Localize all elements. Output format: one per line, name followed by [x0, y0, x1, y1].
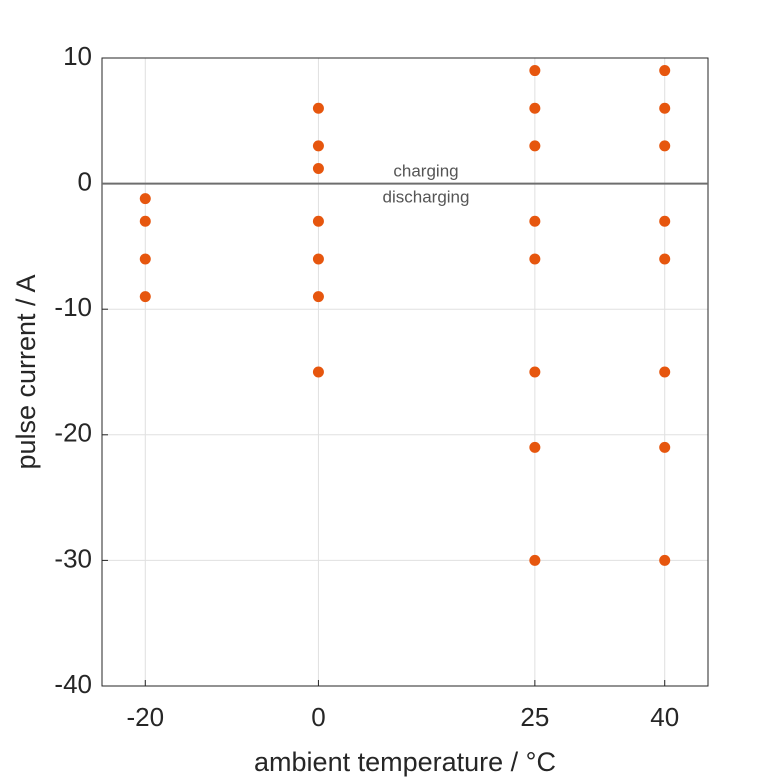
x-axis-label: ambient temperature / °C	[254, 747, 556, 777]
y-tick-label: -30	[54, 543, 92, 573]
point	[659, 102, 671, 114]
point	[659, 366, 671, 378]
point	[312, 140, 324, 152]
point	[139, 193, 151, 205]
annotation: discharging	[383, 187, 470, 206]
point	[659, 441, 671, 453]
point	[529, 215, 541, 227]
point	[139, 215, 151, 227]
point	[312, 253, 324, 265]
point	[529, 140, 541, 152]
x-tick-label: 25	[520, 702, 549, 732]
point	[529, 441, 541, 453]
point	[659, 554, 671, 566]
y-axis-label: pulse current / A	[11, 274, 41, 469]
point	[139, 253, 151, 265]
y-tick-label: 10	[63, 41, 92, 71]
y-tick-label: 0	[78, 166, 92, 196]
point	[312, 163, 324, 175]
plot-frame	[101, 57, 709, 687]
point	[659, 140, 671, 152]
point	[312, 366, 324, 378]
x-tick-label: -20	[126, 702, 164, 732]
point	[659, 65, 671, 77]
x-tick-label: 40	[650, 702, 679, 732]
point	[529, 65, 541, 77]
point	[529, 366, 541, 378]
y-tick-label: -20	[54, 418, 92, 448]
point	[312, 102, 324, 114]
point	[659, 253, 671, 265]
point	[529, 253, 541, 265]
y-tick-label: -10	[54, 292, 92, 322]
point	[529, 554, 541, 566]
point	[659, 215, 671, 227]
point	[312, 291, 324, 303]
y-tick-label: -40	[54, 669, 92, 699]
annotation: charging	[393, 161, 458, 180]
point	[139, 291, 151, 303]
point	[529, 102, 541, 114]
x-tick-label: 0	[311, 702, 325, 732]
point	[312, 215, 324, 227]
